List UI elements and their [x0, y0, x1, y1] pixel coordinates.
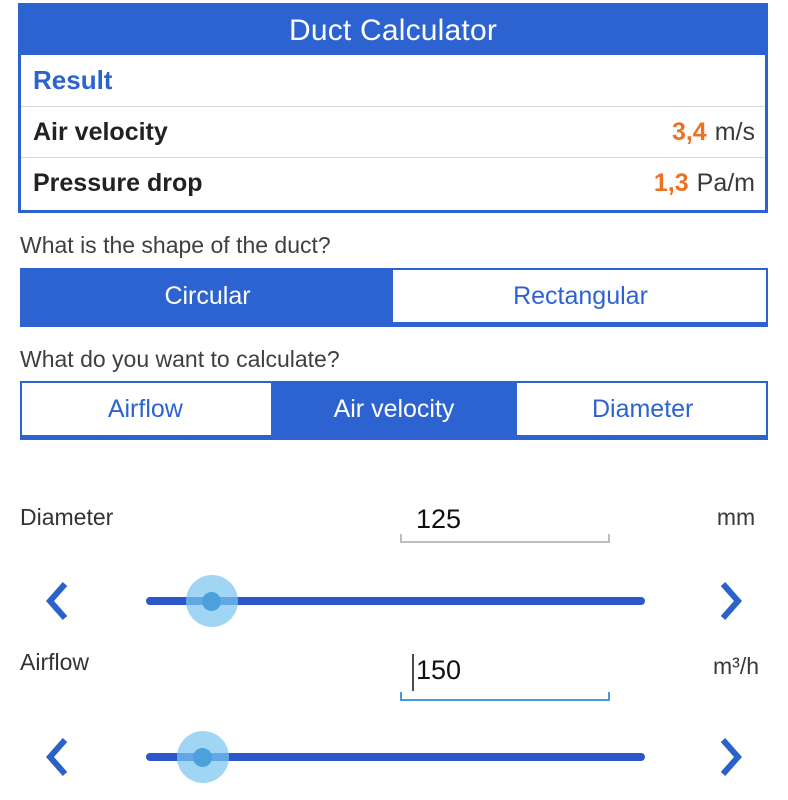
- text-caret: [412, 654, 414, 691]
- slider-handle-dot[interactable]: [193, 747, 213, 767]
- diameter-decrement-button[interactable]: [38, 579, 76, 623]
- shape-question-label: What is the shape of the duct?: [20, 232, 331, 258]
- airflow-unit-label: m³/h: [713, 653, 759, 679]
- airflow-increment-button[interactable]: [712, 735, 750, 779]
- calc-question-label: What do you want to calculate?: [20, 346, 340, 372]
- result-unit: m/s: [714, 117, 755, 146]
- airflow-input-underline-focused: [400, 692, 610, 701]
- result-unit: Pa/m: [696, 168, 755, 197]
- tab-airflow[interactable]: Airflow: [22, 383, 269, 435]
- chevron-right-icon: [720, 738, 743, 776]
- diameter-field-label: Diameter: [20, 504, 114, 530]
- result-value-group: 1,3 Pa/m: [654, 169, 755, 198]
- airflow-slider-track[interactable]: [146, 753, 645, 761]
- chevron-left-icon: [45, 738, 68, 776]
- shape-tabbar: Circular Rectangular: [20, 268, 768, 327]
- diameter-input-underline: [400, 534, 610, 543]
- result-header: Result: [33, 65, 113, 95]
- airflow-field-label: Airflow: [20, 649, 90, 675]
- calc-tabbar: Airflow Air velocity Diameter: [20, 381, 768, 440]
- result-label: Pressure drop: [33, 168, 203, 197]
- result-row-air-velocity: Air velocity 3,4 m/s: [21, 106, 765, 157]
- result-header-row: Result: [21, 55, 765, 106]
- diameter-slider[interactable]: [146, 575, 645, 627]
- tab-circular[interactable]: Circular: [22, 270, 393, 322]
- result-value-group: 3,4 m/s: [672, 118, 755, 147]
- result-row-pressure-drop: Pressure drop 1,3 Pa/m: [21, 157, 765, 208]
- airflow-input[interactable]: [400, 650, 610, 690]
- airflow-decrement-button[interactable]: [38, 735, 76, 779]
- airflow-slider[interactable]: [146, 731, 645, 783]
- chevron-right-icon: [720, 582, 743, 620]
- tab-air-velocity[interactable]: Air velocity: [270, 383, 518, 435]
- result-value: 3,4: [671, 117, 707, 146]
- slider-handle-dot[interactable]: [202, 591, 222, 611]
- diameter-increment-button[interactable]: [712, 579, 750, 623]
- diameter-slider-track[interactable]: [146, 597, 645, 605]
- app-title-bar: Duct Calculator: [21, 6, 765, 55]
- tab-rectangular[interactable]: Rectangular: [395, 270, 766, 322]
- diameter-unit-label: mm: [716, 504, 756, 530]
- result-value: 1,3: [653, 168, 689, 197]
- chevron-left-icon: [45, 582, 68, 620]
- result-panel: Duct Calculator Result Air velocity 3,4 …: [18, 3, 768, 213]
- diameter-input[interactable]: [400, 499, 610, 539]
- app-title: Duct Calculator: [288, 13, 498, 47]
- result-label: Air velocity: [33, 117, 168, 146]
- tab-diameter[interactable]: Diameter: [519, 383, 767, 435]
